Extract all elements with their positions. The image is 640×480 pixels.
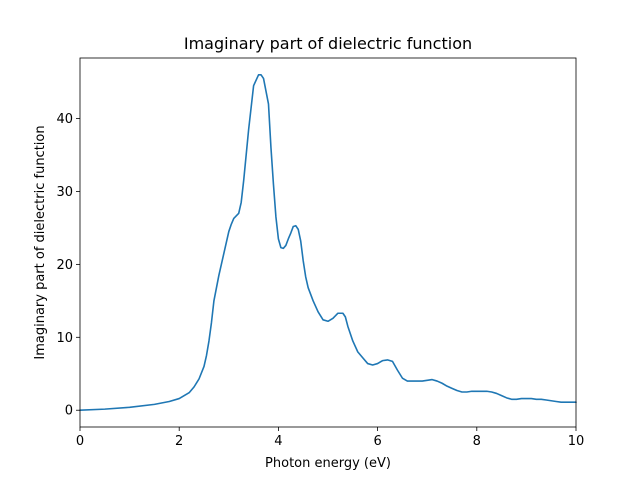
y-axis-ticks: 0 10 20 30 40 xyxy=(56,112,80,419)
series-line-0 xyxy=(79,73,577,412)
x-tick-label: 4 xyxy=(274,434,282,449)
plot-area xyxy=(79,73,577,412)
plot-frame xyxy=(79,57,577,428)
y-tick-label: 30 xyxy=(56,185,73,200)
x-axis-label: Photon energy (eV) xyxy=(265,456,391,471)
x-tick-label: 6 xyxy=(373,434,381,449)
y-tick-label: 40 xyxy=(56,112,73,127)
y-axis-label: Imaginary part of dielectric function xyxy=(33,125,48,359)
x-tick-label: 0 xyxy=(76,434,84,449)
x-tick-label: 8 xyxy=(473,434,481,449)
x-axis-ticks: 0 2 4 6 8 10 xyxy=(76,427,584,449)
x-tick-label: 10 xyxy=(568,434,585,449)
x-tick-label: 2 xyxy=(175,434,183,449)
y-tick-label: 10 xyxy=(56,331,73,346)
chart-title: Imaginary part of dielectric function xyxy=(184,34,472,53)
y-tick-label: 20 xyxy=(56,258,73,273)
y-tick-label: 0 xyxy=(65,404,73,419)
